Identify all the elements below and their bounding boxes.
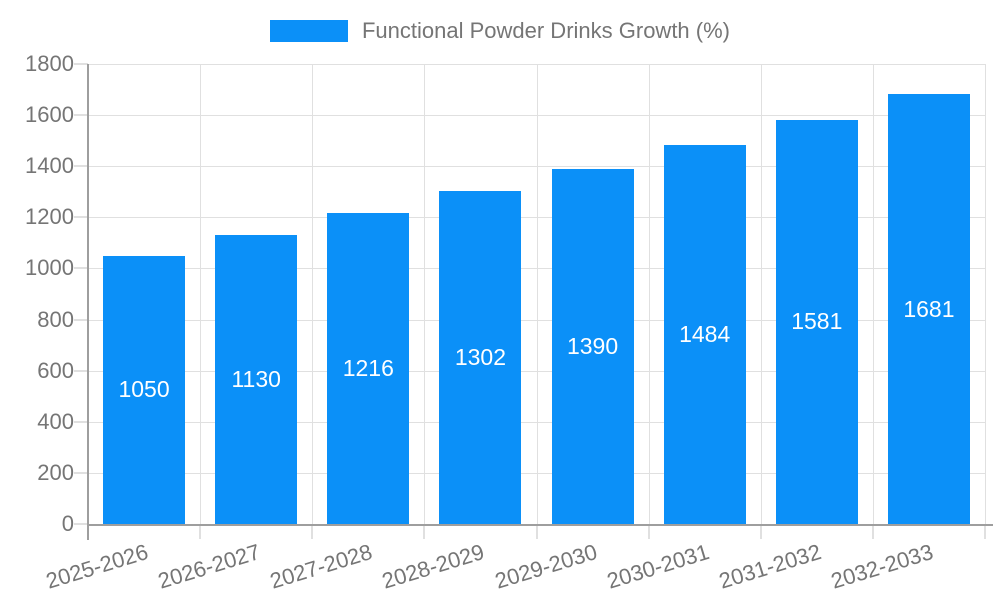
bar-value-label: 1216	[342, 355, 394, 382]
bar[interactable]: 1302	[439, 191, 522, 524]
bar-value-label: 1681	[903, 295, 955, 322]
bar[interactable]: 1681	[887, 94, 970, 524]
v-gridline	[312, 64, 314, 524]
v-gridline	[200, 64, 202, 524]
x-axis-line	[88, 524, 993, 526]
y-axis-tick-label: 200	[37, 459, 74, 485]
y-axis-tick-label: 1000	[25, 255, 74, 281]
bar-value-label: 1390	[566, 332, 619, 359]
bar-value-label: 1302	[454, 344, 507, 371]
y-axis-tick	[74, 216, 88, 219]
y-axis-tick	[74, 114, 88, 117]
y-axis-tick	[74, 369, 88, 372]
x-axis-tick	[759, 524, 762, 539]
chart-legend: Functional Powder Drinks Growth (%)	[0, 18, 1000, 44]
y-axis-tick-label: 0	[61, 511, 74, 536]
v-gridline	[424, 64, 426, 524]
y-axis-tick	[74, 471, 88, 474]
bar[interactable]: 1581	[775, 119, 858, 524]
y-axis-tick-label: 1200	[25, 204, 74, 230]
v-gridline	[985, 64, 986, 524]
v-gridline	[872, 64, 874, 524]
y-axis-tick	[74, 267, 88, 270]
v-gridline	[536, 64, 538, 524]
bar[interactable]: 1050	[103, 255, 186, 524]
bar[interactable]: 1216	[327, 213, 410, 524]
bar-value-label: 1050	[118, 376, 170, 403]
bar-value-label: 1484	[679, 320, 731, 347]
legend-label: Functional Powder Drinks Growth (%)	[361, 18, 730, 43]
x-axis-tick	[871, 524, 874, 539]
y-axis-tick-label: 800	[37, 306, 74, 332]
y-axis-tick	[74, 165, 88, 168]
x-axis-tick	[535, 524, 538, 539]
bar-value-label: 1130	[231, 366, 281, 393]
y-axis-tick	[74, 420, 88, 423]
y-axis-tick	[74, 63, 88, 65]
y-axis-tick-label: 1800	[25, 51, 74, 76]
y-axis-tick	[74, 318, 88, 321]
legend-swatch	[269, 20, 348, 42]
x-axis-tick	[647, 524, 650, 539]
bar[interactable]: 1390	[551, 168, 634, 524]
x-axis-tick	[311, 524, 314, 539]
y-axis-tick-label: 600	[37, 357, 74, 383]
y-axis-tick-label: 1600	[25, 102, 74, 128]
y-axis-line	[87, 64, 89, 540]
bar-value-label: 1581	[791, 308, 843, 335]
bar[interactable]: 1130	[215, 235, 298, 524]
y-axis-tick-label: 1400	[25, 153, 74, 179]
x-axis-tick	[984, 524, 986, 539]
y-axis-tick-label: 400	[37, 408, 74, 434]
bar[interactable]: 1484	[663, 144, 746, 524]
x-axis-tick	[423, 524, 426, 539]
y-axis-tick	[74, 523, 88, 525]
v-gridline	[648, 64, 650, 524]
x-axis-tick	[199, 524, 202, 539]
v-gridline	[760, 64, 762, 524]
